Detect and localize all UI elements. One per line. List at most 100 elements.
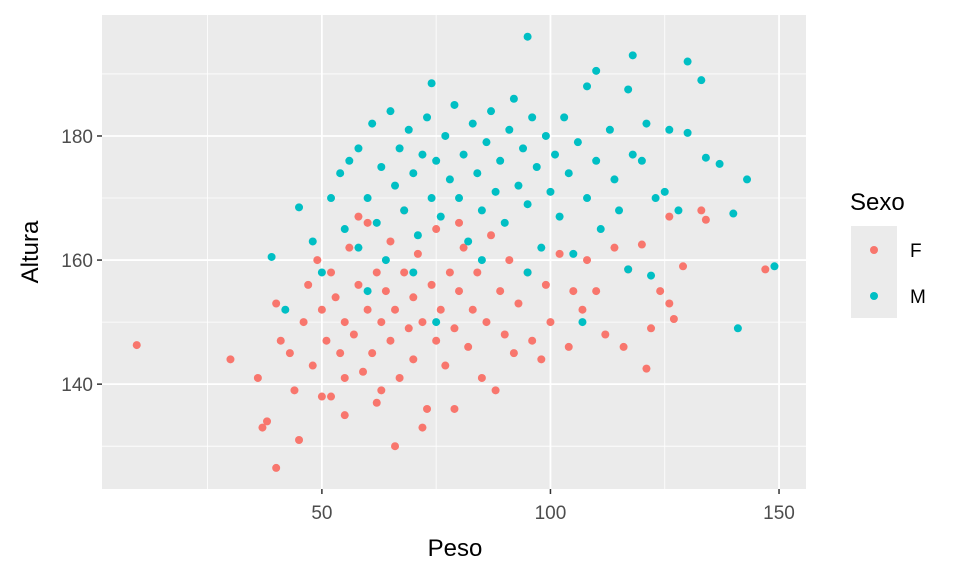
point xyxy=(340,225,349,234)
point xyxy=(505,125,514,134)
point xyxy=(514,299,523,308)
point xyxy=(583,256,592,265)
point xyxy=(441,361,450,370)
point xyxy=(132,341,141,350)
point xyxy=(391,181,400,190)
point xyxy=(409,268,418,277)
point xyxy=(386,336,395,345)
point xyxy=(381,256,390,265)
point xyxy=(340,373,349,382)
point xyxy=(669,315,678,324)
point xyxy=(482,138,491,147)
point xyxy=(473,268,482,277)
point xyxy=(468,119,477,128)
legend-title: Sexo xyxy=(850,189,905,216)
point xyxy=(295,435,304,444)
point xyxy=(660,187,669,196)
point xyxy=(400,268,409,277)
point xyxy=(372,218,381,227)
y-tick-label: 140 xyxy=(61,375,93,396)
point xyxy=(363,218,372,227)
point xyxy=(308,237,317,246)
point xyxy=(647,271,656,280)
point xyxy=(701,215,710,224)
point xyxy=(276,336,285,345)
point xyxy=(610,175,619,184)
point xyxy=(327,268,336,277)
point xyxy=(560,113,569,122)
point xyxy=(404,324,413,333)
point xyxy=(372,398,381,407)
point xyxy=(697,76,706,85)
point xyxy=(436,305,445,314)
legend-keys xyxy=(851,226,897,318)
point xyxy=(665,299,674,308)
point xyxy=(455,194,464,203)
point xyxy=(605,125,614,134)
point xyxy=(624,265,633,274)
point xyxy=(743,175,752,184)
point xyxy=(523,268,532,277)
point xyxy=(601,330,610,339)
point xyxy=(386,237,395,246)
point xyxy=(427,280,436,289)
point xyxy=(349,330,358,339)
point xyxy=(637,240,646,249)
point xyxy=(377,318,386,327)
point xyxy=(340,318,349,327)
point xyxy=(409,169,418,178)
point xyxy=(701,153,710,162)
point xyxy=(409,293,418,302)
point xyxy=(372,268,381,277)
point xyxy=(272,463,281,472)
point xyxy=(528,113,537,122)
point xyxy=(423,113,432,122)
point xyxy=(386,107,395,116)
point xyxy=(583,194,592,203)
legend-label: F xyxy=(910,241,922,262)
point xyxy=(418,150,427,159)
point xyxy=(400,206,409,215)
point xyxy=(628,150,637,159)
point xyxy=(272,299,281,308)
point xyxy=(656,287,665,296)
point xyxy=(564,169,573,178)
point xyxy=(628,51,637,60)
point xyxy=(642,119,651,128)
point xyxy=(441,131,450,140)
point xyxy=(299,318,308,327)
point xyxy=(432,156,441,165)
point xyxy=(455,218,464,227)
point xyxy=(555,249,564,258)
point xyxy=(285,349,294,358)
point xyxy=(336,169,345,178)
x-axis-title: Peso xyxy=(428,535,483,562)
point xyxy=(487,231,496,240)
point xyxy=(491,187,500,196)
point xyxy=(665,125,674,134)
point xyxy=(450,100,459,109)
point xyxy=(395,373,404,382)
point xyxy=(226,355,235,364)
point xyxy=(578,305,587,314)
point xyxy=(377,163,386,172)
point xyxy=(541,280,550,289)
point xyxy=(459,150,468,159)
point xyxy=(642,364,651,373)
point xyxy=(418,423,427,432)
point xyxy=(363,305,372,314)
point xyxy=(327,194,336,203)
point xyxy=(445,175,454,184)
point xyxy=(418,318,427,327)
point xyxy=(381,287,390,296)
point xyxy=(395,144,404,153)
point xyxy=(683,57,692,66)
point xyxy=(354,280,363,289)
point xyxy=(482,318,491,327)
point xyxy=(487,107,496,116)
point xyxy=(637,156,646,165)
point xyxy=(413,249,422,258)
point xyxy=(683,128,692,137)
point xyxy=(304,280,313,289)
point xyxy=(354,212,363,221)
